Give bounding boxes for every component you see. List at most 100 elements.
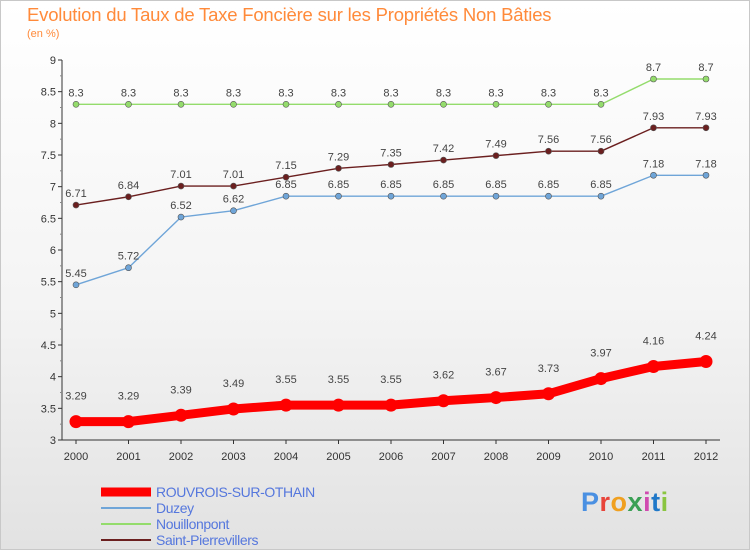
data-point-1 bbox=[440, 192, 447, 200]
y-tick-label: 7 bbox=[50, 182, 56, 194]
x-tick-label: 2003 bbox=[221, 451, 245, 463]
data-label-2: 8.3 bbox=[383, 87, 398, 99]
data-label-1: 5.45 bbox=[65, 268, 86, 280]
data-label-2: 8.3 bbox=[278, 87, 293, 99]
logo-letter: o bbox=[610, 487, 628, 517]
data-point-3 bbox=[650, 124, 657, 132]
data-label-0: 3.29 bbox=[65, 391, 86, 403]
legend-label-duzey: Duzey bbox=[156, 500, 194, 516]
legend-swatch-nouillonpont bbox=[101, 523, 151, 525]
data-label-3: 7.93 bbox=[643, 111, 664, 123]
data-label-0: 3.39 bbox=[170, 384, 191, 396]
data-point-3 bbox=[387, 161, 395, 168]
data-label-1: 6.52 bbox=[170, 200, 191, 212]
data-label-3: 7.93 bbox=[695, 111, 716, 123]
data-point-2 bbox=[597, 101, 605, 108]
data-label-1: 6.85 bbox=[433, 179, 454, 191]
data-point-1 bbox=[230, 207, 237, 215]
x-tick-label: 2009 bbox=[536, 451, 560, 463]
data-label-2: 8.3 bbox=[173, 87, 188, 99]
data-point-0 bbox=[489, 391, 503, 405]
y-tick-label: 5 bbox=[50, 308, 56, 320]
data-label-2: 8.3 bbox=[436, 87, 451, 99]
data-label-1: 6.85 bbox=[328, 179, 349, 191]
data-label-3: 7.15 bbox=[275, 160, 296, 172]
data-point-1 bbox=[125, 264, 132, 272]
data-label-0: 4.24 bbox=[695, 330, 716, 342]
data-point-0 bbox=[122, 415, 135, 429]
data-label-2: 8.3 bbox=[331, 87, 346, 99]
data-point-3 bbox=[335, 165, 342, 172]
data-label-0: 3.73 bbox=[538, 363, 559, 375]
data-label-3: 7.35 bbox=[380, 148, 401, 160]
x-tick-label: 2002 bbox=[169, 451, 193, 463]
x-tick-label: 2011 bbox=[642, 451, 666, 463]
data-point-0 bbox=[69, 415, 83, 429]
data-label-0: 3.49 bbox=[223, 378, 244, 390]
data-label-3: 7.29 bbox=[328, 151, 349, 163]
logo-letter: x bbox=[627, 487, 644, 517]
data-label-1: 6.85 bbox=[275, 179, 296, 191]
data-point-1 bbox=[597, 192, 605, 200]
data-point-1 bbox=[387, 192, 395, 200]
data-label-3: 7.42 bbox=[433, 143, 454, 155]
data-point-0 bbox=[542, 387, 555, 401]
series-line-1 bbox=[75, 174, 707, 286]
legend-swatch-saint-pierrevillers bbox=[101, 539, 151, 541]
data-label-1: 5.72 bbox=[118, 251, 139, 263]
data-label-0: 3.67 bbox=[485, 367, 506, 379]
data-point-2 bbox=[387, 101, 395, 108]
data-label-1: 6.85 bbox=[380, 179, 401, 191]
y-tick-label: 5.5 bbox=[41, 277, 56, 289]
data-point-3 bbox=[72, 201, 80, 209]
data-point-0 bbox=[279, 398, 293, 412]
data-point-1 bbox=[177, 213, 185, 221]
x-tick-label: 2010 bbox=[589, 451, 613, 463]
y-tick-label: 9 bbox=[50, 55, 56, 67]
logo-letter: i bbox=[643, 487, 652, 517]
logo-letter: i bbox=[660, 487, 669, 517]
data-point-3 bbox=[125, 193, 132, 201]
data-point-2 bbox=[72, 101, 80, 108]
data-label-1: 6.85 bbox=[485, 179, 506, 191]
data-point-2 bbox=[440, 101, 447, 108]
data-point-3 bbox=[492, 152, 500, 159]
data-point-2 bbox=[125, 101, 132, 108]
data-label-0: 3.55 bbox=[380, 374, 401, 386]
y-tick-label: 3.5 bbox=[41, 403, 56, 415]
data-point-1 bbox=[702, 171, 710, 179]
data-label-3: 7.01 bbox=[223, 169, 244, 181]
y-tick-label: 7.5 bbox=[41, 150, 56, 162]
y-tick-label: 8 bbox=[50, 118, 56, 130]
data-point-0 bbox=[332, 398, 345, 412]
data-label-3: 7.56 bbox=[590, 134, 611, 146]
data-label-0: 3.62 bbox=[433, 370, 454, 382]
data-point-3 bbox=[177, 182, 185, 190]
x-tick-label: 2007 bbox=[431, 451, 455, 463]
x-tick-label: 2004 bbox=[274, 451, 298, 463]
data-label-1: 6.85 bbox=[538, 179, 559, 191]
data-label-2: 8.7 bbox=[646, 62, 661, 74]
data-point-1 bbox=[282, 192, 290, 200]
data-point-1 bbox=[650, 171, 657, 179]
y-unit-label: (en %) bbox=[27, 28, 60, 40]
y-tick-label: 6.5 bbox=[41, 213, 56, 225]
data-point-2 bbox=[492, 101, 500, 108]
data-point-1 bbox=[545, 192, 552, 200]
data-point-0 bbox=[647, 360, 660, 374]
data-label-1: 7.18 bbox=[643, 158, 664, 170]
data-point-3 bbox=[230, 182, 237, 190]
chart-title: Evolution du Taux de Taxe Foncière sur l… bbox=[27, 4, 552, 25]
data-point-2 bbox=[282, 101, 290, 108]
data-point-0 bbox=[384, 398, 398, 412]
x-tick-label: 2000 bbox=[64, 451, 88, 463]
data-point-2 bbox=[650, 75, 657, 83]
data-point-1 bbox=[492, 192, 500, 200]
data-point-3 bbox=[282, 173, 290, 181]
data-label-2: 8.3 bbox=[68, 87, 83, 99]
logo-letter: t bbox=[651, 487, 661, 517]
data-label-2: 8.3 bbox=[226, 87, 241, 99]
data-label-2: 8.3 bbox=[121, 87, 136, 99]
data-label-0: 3.97 bbox=[590, 348, 611, 360]
data-label-0: 3.55 bbox=[275, 374, 296, 386]
